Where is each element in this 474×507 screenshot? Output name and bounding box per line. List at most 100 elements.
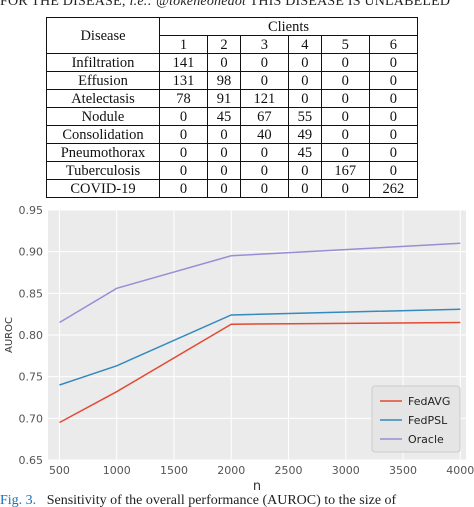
series-line-fedavg [59, 321, 461, 424]
count-cell: 0 [320, 71, 370, 90]
x-tick-label: 3500 [389, 464, 417, 477]
count-cell: 55 [287, 107, 322, 126]
count-cell: 0 [158, 161, 209, 180]
x-tick-label: 1500 [160, 464, 188, 477]
count-cell: 0 [158, 107, 209, 126]
client-id-header: 1 [158, 35, 209, 54]
y-tick-label: 0.65 [19, 454, 44, 467]
disease-name-cell: COVID-19 [46, 179, 160, 198]
count-cell: 0 [368, 53, 419, 72]
count-cell: 0 [287, 53, 322, 72]
legend-label-fedavg: FedAVG [408, 395, 450, 408]
count-cell: 0 [239, 143, 289, 162]
count-cell: 0 [368, 143, 419, 162]
table-row: Consolidation 0 0 40 49 0 0 [46, 125, 419, 144]
disease-header: Disease [46, 17, 160, 54]
y-axis-label: AUROC [4, 317, 15, 353]
count-cell: 0 [320, 179, 370, 198]
count-cell: 0 [368, 125, 419, 144]
x-axis-label: n [253, 479, 261, 494]
table-row: Tuberculosis 0 0 0 0 167 0 [46, 161, 419, 180]
count-cell: 0 [320, 89, 370, 108]
x-tick-label: 2000 [217, 464, 245, 477]
count-cell: 0 [158, 143, 209, 162]
figure-caption: Fig. 3. Sensitivity of the overall perfo… [0, 493, 474, 507]
y-tick-label: 0.85 [19, 287, 44, 300]
figure-caption-text: Sensitivity of the overall performance (… [46, 493, 397, 507]
disease-name-cell: Tuberculosis [46, 161, 160, 180]
disease-name-cell: Effusion [46, 71, 160, 90]
count-cell: 0 [239, 179, 289, 198]
count-cell: 0 [320, 143, 370, 162]
table-body: Infiltration 141 0 0 0 0 0 Effusion 131 98 0 0 0 0 Ate… [46, 53, 419, 198]
legend-box [371, 385, 461, 453]
count-cell: 0 [287, 161, 322, 180]
count-cell: 0 [207, 161, 241, 180]
caption-suffix: THIS DISEASE IS UNLABELED [246, 0, 451, 9]
y-tick-label: 0.75 [19, 371, 44, 384]
legend-label-fedpsl: FedPSL [408, 414, 448, 427]
series-line-fedpsl [59, 308, 461, 386]
count-cell: 0 [207, 53, 241, 72]
count-cell: 45 [207, 107, 241, 126]
disease-name-cell: Atelectasis [46, 89, 160, 108]
count-cell: 0 [239, 53, 289, 72]
count-cell: 45 [287, 143, 322, 162]
auroc-chart: 500 1000 1500 2000 2500 3000 3500 4000 0.65 0.70 0… [0, 198, 474, 494]
figure-label: Fig. 3. [0, 493, 37, 507]
table-row: Effusion 131 98 0 0 0 0 [46, 71, 419, 90]
count-cell: 0 [239, 161, 289, 180]
disease-name-cell: Infiltration [46, 53, 160, 72]
count-cell: 91 [207, 89, 241, 108]
x-tick-label: 500 [49, 464, 70, 477]
y-tick-label: 0.90 [19, 246, 44, 259]
count-cell: 98 [207, 71, 241, 90]
x-tick-label: 2500 [274, 464, 302, 477]
chart-svg: 500 1000 1500 2000 2500 3000 3500 4000 0.65 0.70 0… [4, 204, 474, 494]
series-line-oracle [59, 242, 461, 324]
clients-header: Clients [159, 17, 418, 36]
table-row: Atelectasis 78 91 121 0 0 0 [46, 89, 419, 108]
count-cell: 131 [158, 71, 209, 90]
count-cell: 0 [287, 89, 322, 108]
count-cell: 0 [158, 179, 209, 198]
table-row: Pneumothorax 0 0 0 45 0 0 [46, 143, 419, 162]
y-tick-label: 0.70 [19, 412, 44, 425]
table-header-row: Disease Clients [46, 17, 418, 54]
count-cell: 40 [239, 125, 289, 144]
count-cell: 0 [368, 89, 419, 108]
disease-name-cell: Pneumothorax [46, 143, 160, 162]
count-cell: 0 [207, 143, 241, 162]
count-cell: 262 [368, 179, 419, 198]
count-cell: 0 [368, 71, 419, 90]
count-cell: 0 [368, 107, 419, 126]
caption-prefix: FOR THE DISEASE; [0, 0, 130, 9]
count-cell: 0 [207, 179, 241, 198]
count-cell: 167 [320, 161, 370, 180]
y-tick-label: 0.80 [19, 329, 44, 342]
table-caption: FOR THE DISEASE; i.e.: @tokeneonedot THI… [0, 0, 474, 10]
client-id-header: 3 [239, 35, 289, 54]
client-id-header: 2 [207, 35, 241, 54]
count-cell: 0 [287, 179, 322, 198]
x-tick-label: 1000 [103, 464, 131, 477]
client-id-header: 6 [368, 35, 419, 54]
count-cell: 0 [320, 125, 370, 144]
count-cell: 0 [207, 125, 241, 144]
count-cell: 67 [239, 107, 289, 126]
count-cell: 78 [158, 89, 209, 108]
count-cell: 141 [158, 53, 209, 72]
count-cell: 0 [239, 71, 289, 90]
count-cell: 0 [320, 107, 370, 126]
count-cell: 121 [239, 89, 289, 108]
count-cell: 49 [287, 125, 322, 144]
table-row: Nodule 0 45 67 55 0 0 [46, 107, 419, 126]
disease-name-cell: Consolidation [46, 125, 160, 144]
count-cell: 0 [368, 161, 419, 180]
count-cell: 0 [287, 71, 322, 90]
x-tick-label: 4000 [446, 464, 474, 477]
caption-italic: i.e.: @tokeneonedot [129, 0, 247, 9]
disease-name-cell: Nodule [46, 107, 160, 126]
client-id-header: 5 [320, 35, 370, 54]
